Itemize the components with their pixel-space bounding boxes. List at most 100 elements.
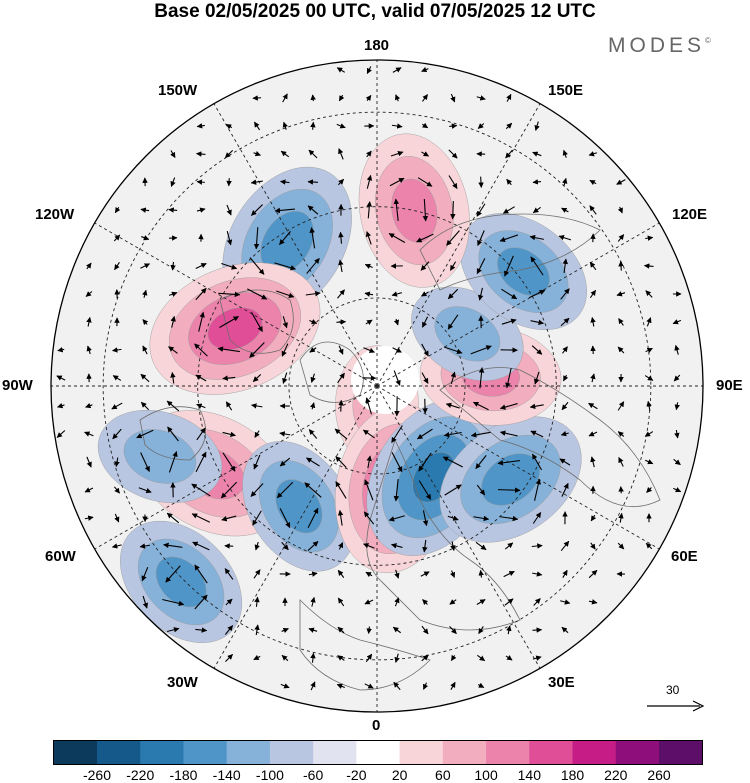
wind-arrow [590, 456, 596, 468]
wind-arrow [308, 149, 318, 159]
wind-arrow [645, 235, 654, 241]
wind-arrow [506, 625, 512, 635]
label-30W: 30W [167, 674, 198, 691]
colorbar-tick-label: -260 [82, 767, 112, 783]
wind-arrow [532, 512, 542, 524]
wind-arrow [168, 291, 178, 297]
wind-arrow [472, 401, 489, 411]
label-90W: 90W [2, 377, 33, 394]
wind-arrow [366, 455, 372, 469]
wind-arrow [532, 151, 542, 157]
wind-arrow [226, 231, 233, 246]
colorbar-tick-label: -20 [346, 767, 367, 783]
wind-arrow [420, 571, 430, 577]
wind-arrow [196, 151, 206, 157]
wind-arrow [421, 372, 429, 384]
wind-arrow [645, 347, 653, 353]
wind-arrow [336, 683, 345, 689]
wind-arrow [195, 627, 208, 633]
wind-arrow [617, 431, 625, 437]
wind-arrow [249, 342, 265, 358]
wind-arrow [420, 261, 430, 271]
wind-arrow [422, 122, 429, 129]
wind-arrow [590, 373, 596, 383]
wind-arrow [422, 599, 429, 606]
wind-arrow [168, 451, 178, 473]
wind-arrow [251, 403, 263, 409]
wind-arrow [618, 512, 624, 523]
wind-arrow [166, 627, 180, 633]
copyright-mark: © [705, 36, 711, 45]
wind-arrow [114, 513, 120, 523]
colorbar-tick-label: -60 [303, 767, 324, 783]
wind-arrow [254, 596, 260, 607]
wind-arrow [225, 401, 233, 411]
wind-arrow [421, 654, 429, 662]
wind-arrow [224, 568, 234, 580]
wind-arrow [672, 319, 682, 325]
wind-arrow [364, 479, 374, 501]
wind-arrow [505, 149, 513, 159]
wind-arrow [393, 198, 400, 221]
wind-arrow [449, 599, 457, 605]
wind-arrow [310, 94, 316, 102]
wind-arrow [254, 541, 260, 551]
wind-arrow [502, 206, 515, 214]
wind-arrow [470, 431, 491, 438]
colorbar-swatch-6 [313, 740, 357, 765]
wind-arrow [362, 543, 375, 549]
wind-arrow [86, 456, 92, 468]
wind-arrow [338, 94, 345, 102]
wind-arrow [251, 204, 263, 216]
wind-arrow [308, 571, 318, 577]
wind-arrow [338, 542, 344, 550]
wind-arrow [560, 431, 569, 437]
wind-arrow [450, 371, 456, 385]
wind-arrow [250, 483, 264, 497]
wind-arrow [226, 204, 232, 216]
wind-arrow [617, 542, 625, 550]
wind-arrow [310, 596, 316, 607]
wind-arrow [281, 627, 289, 634]
wind-arrow [475, 541, 487, 551]
wind-arrow [392, 347, 402, 353]
wind-arrow [140, 452, 150, 472]
wind-arrow [643, 263, 654, 269]
wind-arrow [252, 374, 262, 382]
wind-arrow [305, 290, 321, 297]
wind-arrow [563, 374, 569, 382]
wind-arrow [389, 177, 405, 187]
wind-arrow [363, 347, 375, 353]
wind-arrow [589, 179, 597, 186]
wind-arrow [646, 487, 653, 493]
wind-arrow [394, 653, 400, 663]
wind-arrow [443, 431, 462, 438]
wind-arrow [225, 123, 233, 130]
wind-arrow [450, 654, 457, 662]
wind-arrow [646, 400, 652, 411]
wind-vectors [56, 66, 682, 691]
wind-arrow [113, 234, 121, 242]
wind-arrow [391, 452, 403, 473]
wind-arrow [478, 569, 484, 578]
wind-arrow [280, 179, 290, 185]
wind-arrow [218, 291, 241, 298]
wind-arrow [114, 207, 121, 214]
wind-arrow [588, 431, 598, 437]
wind-arrow [307, 507, 319, 528]
wind-arrow [617, 401, 625, 411]
wind-arrow [276, 290, 295, 298]
wind-arrow [221, 515, 237, 522]
wind-arrow [274, 207, 295, 214]
wind-arrow [478, 176, 484, 188]
wind-arrow [280, 150, 290, 158]
wind-arrow [561, 401, 569, 411]
wind-arrow [421, 625, 429, 635]
wind-arrow [449, 123, 458, 129]
wind-arrow [499, 234, 519, 243]
wind-arrow [195, 451, 207, 473]
colorbar-swatch-10 [486, 740, 530, 765]
wind-arrow [417, 428, 433, 440]
wind-arrow [224, 149, 234, 159]
latitude-circle-0 [288, 297, 466, 475]
